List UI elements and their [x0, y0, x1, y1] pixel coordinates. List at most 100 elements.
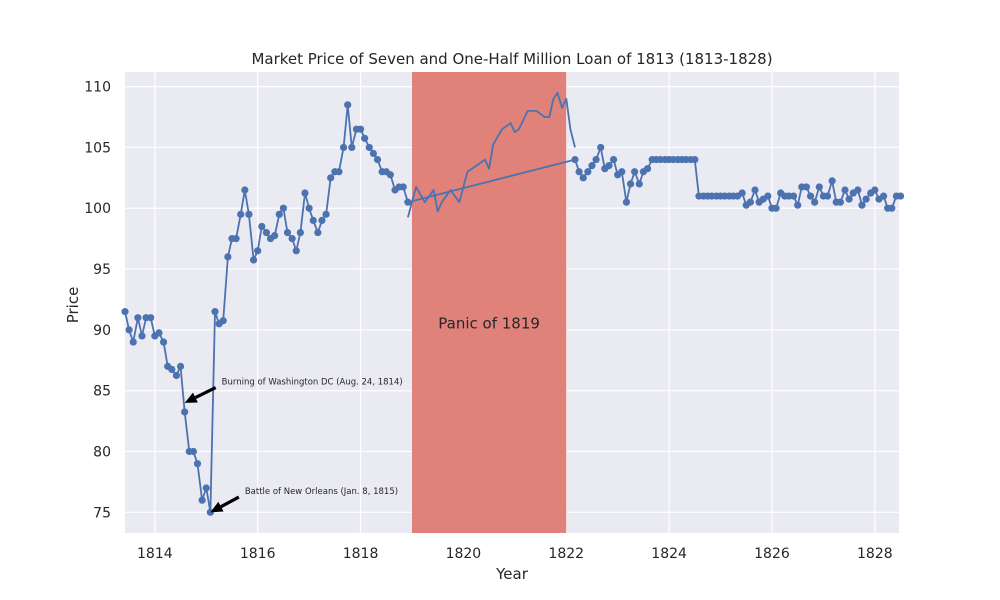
data-point — [176, 362, 185, 370]
data-point — [283, 228, 292, 237]
data-point — [224, 253, 232, 261]
y-tick-label: 105 — [84, 140, 111, 156]
data-point — [386, 171, 394, 179]
data-point — [245, 210, 253, 218]
data-point — [155, 329, 163, 337]
data-point — [862, 195, 870, 203]
y-tick-label: 75 — [93, 505, 111, 521]
data-point — [322, 210, 330, 218]
data-point — [871, 186, 879, 194]
data-point — [301, 189, 309, 197]
data-point — [254, 247, 262, 255]
y-tick-label: 85 — [93, 384, 111, 400]
data-point — [618, 168, 626, 176]
data-point — [181, 408, 189, 416]
data-point — [858, 201, 866, 209]
data-point — [219, 317, 227, 325]
data-point — [811, 198, 819, 206]
data-point — [806, 192, 815, 200]
data-point — [845, 195, 853, 203]
data-point — [241, 186, 249, 194]
annotation-arrow-head — [210, 501, 224, 513]
data-point — [262, 228, 271, 237]
data-point — [129, 338, 137, 346]
data-point — [258, 222, 266, 231]
data-point — [789, 192, 798, 200]
x-tick-label: 1826 — [754, 546, 790, 562]
data-point — [626, 180, 635, 188]
data-point — [879, 192, 888, 200]
x-tick-label: 1822 — [548, 546, 584, 562]
data-point — [802, 183, 811, 191]
x-tick-label: 1824 — [651, 546, 687, 562]
data-point — [592, 155, 600, 164]
annotation-arrow-head — [184, 392, 198, 403]
data-point — [635, 180, 643, 188]
data-point — [318, 216, 326, 224]
data-point — [854, 186, 862, 194]
data-point — [309, 216, 317, 224]
data-point — [605, 162, 613, 170]
data-point — [896, 192, 905, 200]
y-tick-label: 100 — [84, 201, 111, 217]
series-line-2 — [407, 91, 576, 218]
data-point — [159, 338, 168, 346]
data-point — [138, 332, 146, 340]
data-point — [327, 174, 335, 182]
data-point — [365, 143, 373, 152]
tick-labels: 1814 1816 1818 1820 1822 1824 1826 1828 75 80 85 90… — [84, 80, 892, 562]
data-point — [296, 228, 304, 237]
data-point — [373, 155, 382, 164]
data-point — [237, 210, 245, 218]
x-tick-label: 1816 — [240, 546, 276, 562]
data-point — [305, 204, 313, 212]
panic-region-shading — [411, 72, 567, 533]
data-point — [643, 165, 652, 173]
annotation-arrow-shaft — [220, 495, 240, 509]
annotation-text-2: Battle of New Orleans (Jan. 8, 1815) — [245, 487, 398, 497]
data-point — [579, 174, 587, 182]
data-point — [356, 125, 365, 133]
annotation-arrow-shaft — [194, 386, 217, 399]
data-point — [211, 308, 219, 316]
data-point — [399, 183, 407, 191]
data-point — [275, 210, 283, 218]
data-point — [121, 308, 129, 316]
data-point — [339, 143, 348, 152]
x-tick-label: 1828 — [857, 546, 893, 562]
data-point — [198, 496, 206, 504]
data-point — [193, 460, 202, 468]
data-point — [571, 155, 579, 164]
data-point — [125, 326, 133, 334]
chart-title: Market Price of Seven and One-Half Milli… — [251, 50, 772, 68]
data-point — [828, 177, 836, 185]
y-tick-label: 95 — [93, 262, 111, 278]
data-point — [348, 143, 356, 152]
data-point — [335, 168, 343, 176]
data-point — [202, 484, 210, 492]
annotation-text-1: Burning of Washington DC (Aug. 24, 1814) — [222, 378, 403, 388]
series-layer — [121, 91, 905, 516]
x-tick-label: 1814 — [137, 546, 173, 562]
data-point — [369, 149, 377, 158]
data-point — [691, 155, 699, 164]
data-point — [314, 228, 322, 237]
data-point — [147, 314, 155, 322]
panic-region-label: Panic of 1819 — [438, 315, 540, 333]
data-point — [292, 247, 300, 255]
data-point — [168, 365, 176, 373]
data-point — [232, 235, 240, 243]
data-point — [738, 189, 746, 197]
data-point — [597, 143, 605, 152]
data-point — [279, 204, 287, 212]
data-point — [823, 192, 832, 200]
data-point — [841, 186, 849, 194]
data-point — [172, 371, 181, 380]
data-point — [288, 235, 296, 243]
x-tick-label: 1818 — [343, 546, 379, 562]
data-point — [588, 162, 596, 170]
data-point — [888, 204, 896, 212]
data-point — [764, 192, 772, 200]
y-tick-label: 110 — [84, 80, 111, 96]
